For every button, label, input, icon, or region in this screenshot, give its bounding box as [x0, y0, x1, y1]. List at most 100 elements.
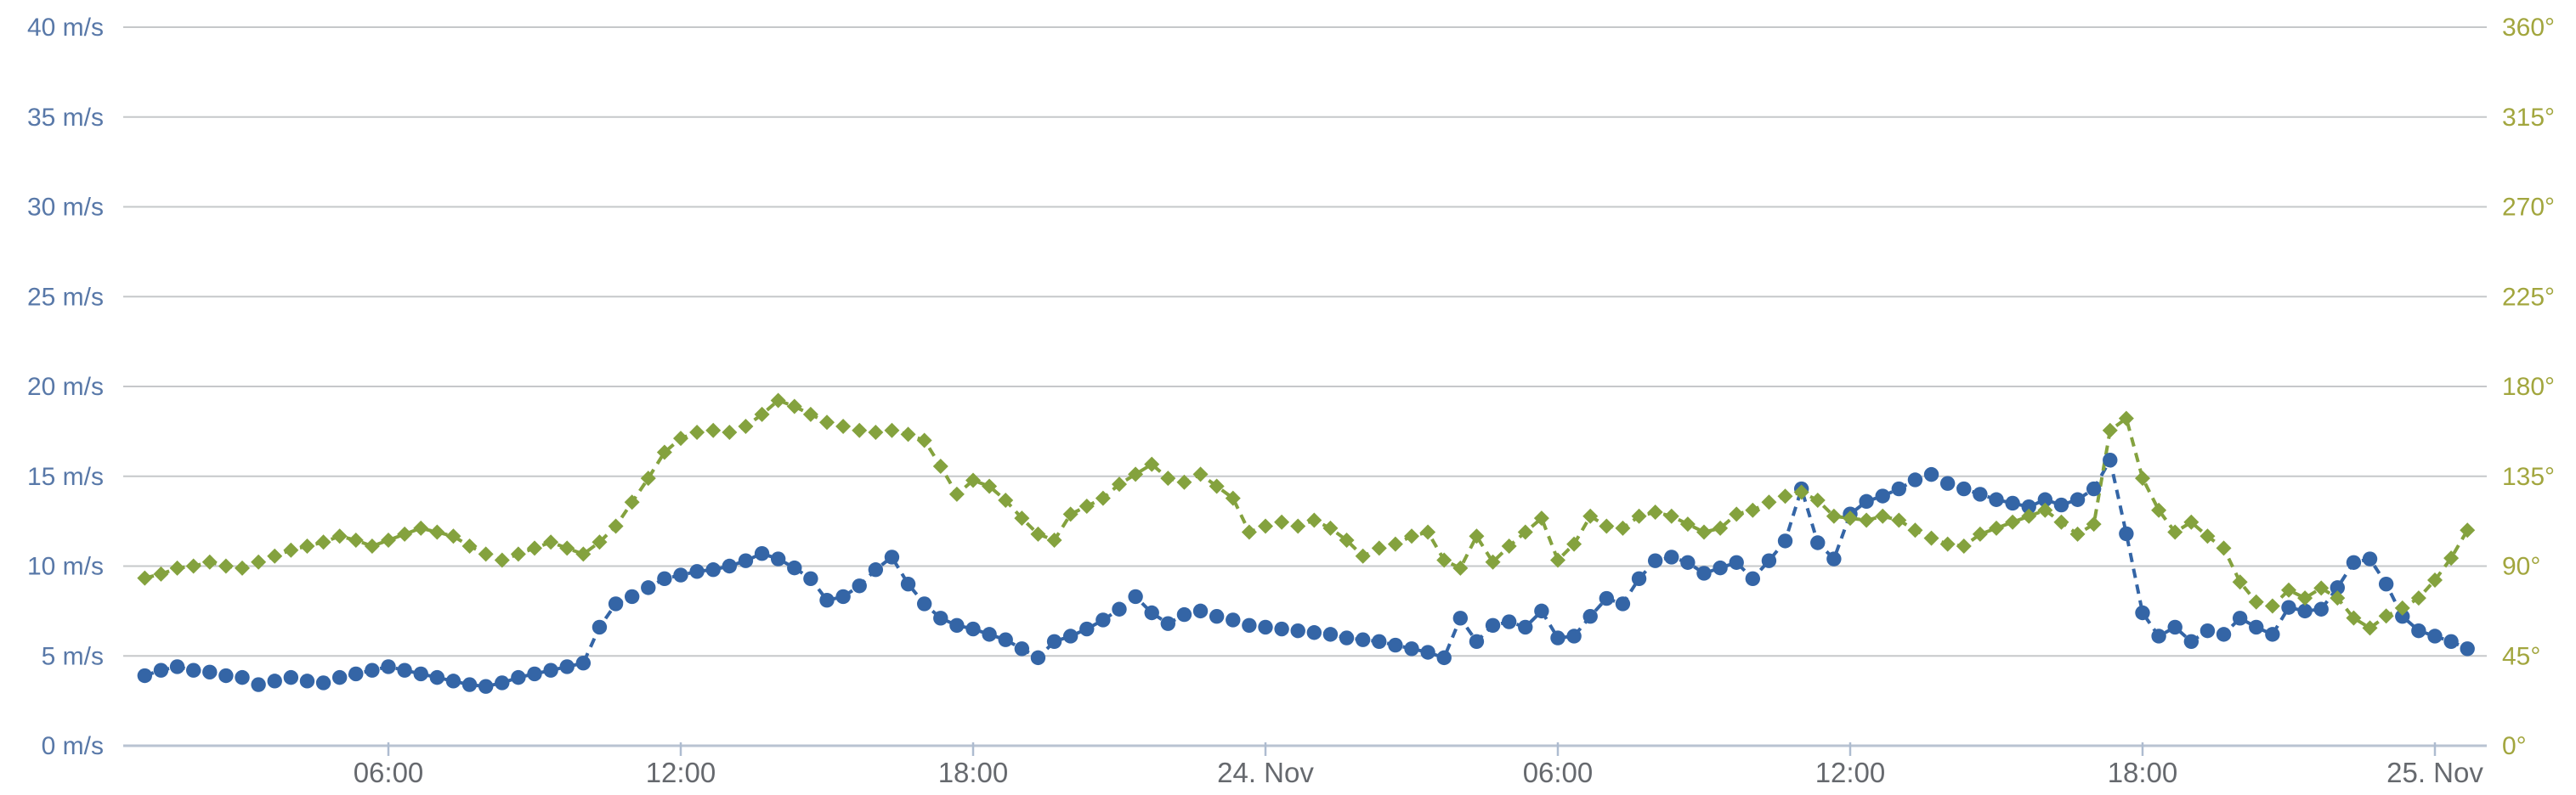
- wind-direction-point[interactable]: [510, 546, 526, 562]
- wind-speed-point[interactable]: [1761, 553, 1777, 568]
- wind-speed-point[interactable]: [1014, 641, 1030, 657]
- wind-direction-point[interactable]: [592, 534, 608, 550]
- wind-speed-point[interactable]: [348, 666, 364, 682]
- wind-speed-point[interactable]: [445, 674, 461, 689]
- wind-direction-point[interactable]: [965, 472, 981, 488]
- wind-speed-point[interactable]: [868, 562, 884, 578]
- wind-direction-point[interactable]: [185, 558, 201, 574]
- wind-speed-point[interactable]: [1355, 632, 1371, 647]
- wind-direction-point[interactable]: [1485, 554, 1501, 570]
- wind-speed-point[interactable]: [1696, 566, 1712, 581]
- wind-direction-point[interactable]: [1046, 532, 1062, 548]
- wind-speed-point[interactable]: [1372, 634, 1387, 650]
- wind-direction-point[interactable]: [705, 422, 722, 438]
- wind-direction-point[interactable]: [543, 534, 559, 550]
- wind-direction-point[interactable]: [2410, 590, 2426, 606]
- wind-direction-point[interactable]: [1631, 508, 1647, 524]
- wind-direction-point[interactable]: [1582, 508, 1599, 524]
- wind-direction-point[interactable]: [348, 532, 364, 548]
- wind-speed-point[interactable]: [803, 571, 818, 587]
- wind-speed-point[interactable]: [1729, 555, 1744, 570]
- wind-speed-point[interactable]: [2216, 627, 2232, 642]
- wind-direction-point[interactable]: [1355, 548, 1371, 564]
- wind-speed-point[interactable]: [283, 669, 299, 685]
- wind-direction-point[interactable]: [1972, 526, 1988, 542]
- wind-direction-point[interactable]: [1891, 512, 1907, 528]
- wind-speed-point[interactable]: [1501, 614, 1517, 629]
- wind-speed-point[interactable]: [1388, 637, 1403, 653]
- wind-speed-point[interactable]: [543, 662, 558, 678]
- wind-direction-point[interactable]: [526, 540, 542, 556]
- wind-speed-point[interactable]: [738, 553, 754, 568]
- wind-speed-point[interactable]: [835, 589, 851, 605]
- wind-speed-point[interactable]: [1096, 612, 1111, 628]
- wind-direction-point[interactable]: [413, 520, 429, 536]
- wind-direction-point[interactable]: [722, 425, 738, 441]
- wind-speed-point[interactable]: [916, 596, 932, 612]
- wind-direction-point[interactable]: [884, 422, 900, 438]
- wind-direction-point[interactable]: [559, 540, 575, 556]
- wind-direction-point[interactable]: [1777, 488, 1793, 505]
- wind-speed-point[interactable]: [1956, 481, 1972, 497]
- wind-direction-point[interactable]: [868, 425, 884, 441]
- wind-speed-point[interactable]: [673, 567, 688, 583]
- wind-speed-point[interactable]: [1534, 603, 1549, 619]
- wind-direction-point[interactable]: [608, 518, 624, 534]
- wind-direction-point[interactable]: [689, 425, 705, 441]
- wind-direction-point[interactable]: [445, 528, 461, 544]
- wind-speed-point[interactable]: [1582, 609, 1598, 624]
- wind-speed-point[interactable]: [965, 621, 981, 637]
- wind-direction-point[interactable]: [998, 492, 1014, 508]
- wind-direction-point[interactable]: [1095, 490, 1111, 506]
- wind-speed-point[interactable]: [153, 662, 169, 678]
- wind-speed-point[interactable]: [1452, 611, 1469, 626]
- wind-speed-point[interactable]: [1599, 590, 1615, 606]
- wind-speed-point[interactable]: [331, 669, 348, 685]
- wind-speed-point[interactable]: [1550, 630, 1565, 646]
- wind-speed-point[interactable]: [1046, 634, 1062, 650]
- wind-direction-point[interactable]: [1403, 528, 1419, 544]
- wind-speed-point[interactable]: [754, 545, 770, 561]
- wind-direction-point[interactable]: [2151, 502, 2167, 518]
- wind-direction-point[interactable]: [1160, 471, 1176, 487]
- wind-speed-point[interactable]: [1907, 472, 1923, 488]
- wind-speed-point[interactable]: [933, 611, 948, 626]
- wind-direction-point[interactable]: [235, 560, 251, 576]
- wind-direction-point[interactable]: [2443, 550, 2460, 567]
- wind-direction-point[interactable]: [2426, 572, 2443, 588]
- wind-speed-point[interactable]: [608, 596, 624, 612]
- wind-speed-point[interactable]: [1485, 617, 1501, 633]
- wind-direction-point[interactable]: [1225, 490, 1241, 506]
- wind-direction-point[interactable]: [948, 486, 965, 502]
- wind-direction-point[interactable]: [1144, 456, 1160, 472]
- wind-direction-point[interactable]: [1599, 518, 1615, 534]
- wind-speed-point[interactable]: [1128, 589, 1143, 605]
- wind-direction-point[interactable]: [364, 538, 380, 554]
- wind-speed-point[interactable]: [1859, 493, 1874, 510]
- wind-speed-point[interactable]: [1274, 621, 1289, 637]
- wind-direction-point[interactable]: [1842, 510, 1858, 527]
- wind-direction-point[interactable]: [1809, 492, 1826, 508]
- wind-speed-point[interactable]: [1226, 612, 1241, 628]
- wind-speed-point[interactable]: [478, 679, 494, 694]
- wind-speed-point[interactable]: [169, 659, 185, 674]
- wind-direction-point[interactable]: [575, 546, 592, 562]
- wind-direction-point[interactable]: [315, 534, 331, 550]
- wind-direction-point[interactable]: [1761, 494, 1777, 510]
- wind-speed-point[interactable]: [1062, 629, 1079, 644]
- wind-speed-point[interactable]: [949, 617, 965, 633]
- wind-speed-point[interactable]: [2005, 495, 2020, 511]
- wind-direction-point[interactable]: [201, 554, 218, 570]
- wind-direction-point[interactable]: [2264, 598, 2280, 614]
- wind-speed-point[interactable]: [2069, 492, 2086, 507]
- wind-direction-point[interactable]: [1079, 499, 1095, 514]
- wind-direction-point[interactable]: [2183, 514, 2200, 530]
- wind-speed-point[interactable]: [2427, 629, 2443, 644]
- wind-direction-point[interactable]: [2037, 502, 2053, 518]
- wind-speed-point[interactable]: [1777, 533, 1793, 549]
- wind-speed-point[interactable]: [2313, 601, 2329, 617]
- wind-direction-point[interactable]: [1696, 524, 1712, 540]
- wind-direction-point[interactable]: [1663, 508, 1679, 524]
- wind-direction-point[interactable]: [2167, 524, 2183, 540]
- wind-speed-point[interactable]: [852, 578, 867, 594]
